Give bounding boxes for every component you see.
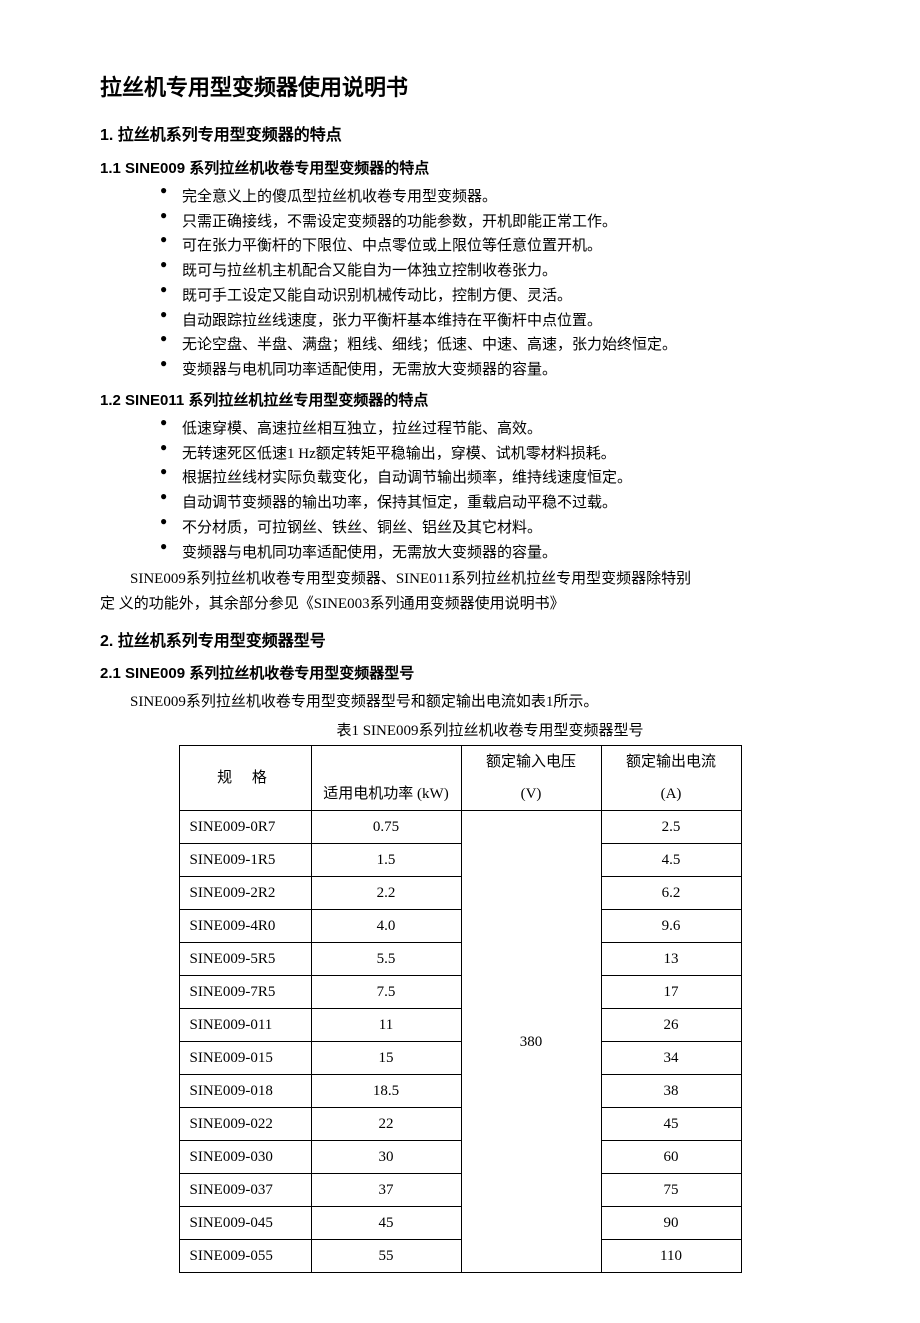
cell-spec: SINE009-7R5 (179, 976, 311, 1009)
list-item: 变频器与电机同功率适配使用，无需放大变频器的容量。 (160, 358, 820, 383)
table-caption: 表1 SINE009系列拉丝机收卷专用型变频器型号 (100, 719, 820, 743)
section-2-1-heading: 2.1 SINE009 系列拉丝机收卷专用型变频器型号 (100, 662, 820, 686)
cell-power: 2.2 (311, 877, 461, 910)
section-1-1-list: 完全意义上的傻瓜型拉丝机收卷专用型变频器。 只需正确接线，不需设定变频器的功能参… (100, 185, 820, 383)
list-item: 可在张力平衡杆的下限位、中点零位或上限位等任意位置开机。 (160, 234, 820, 259)
spec-table: 规 格 适用电机功率 (kW) 额定输入电压 额定输出电流 (V) (A) SI… (179, 745, 742, 1273)
cell-spec: SINE009-011 (179, 1009, 311, 1042)
table-row: SINE009-0R70.753802.5 (179, 811, 741, 844)
cell-power: 1.5 (311, 844, 461, 877)
list-item: 只需正确接线，不需设定变频器的功能参数，开机即能正常工作。 (160, 210, 820, 235)
cell-voltage: 380 (461, 811, 601, 1273)
cell-current: 9.6 (601, 910, 741, 943)
cell-spec: SINE009-015 (179, 1042, 311, 1075)
cell-current: 6.2 (601, 877, 741, 910)
cell-spec: SINE009-0R7 (179, 811, 311, 844)
cell-current: 38 (601, 1075, 741, 1108)
cell-current: 60 (601, 1141, 741, 1174)
table-header-power: 适用电机功率 (kW) (311, 746, 461, 811)
table-header-voltage-l2: (V) (461, 778, 601, 811)
cell-spec: SINE009-4R0 (179, 910, 311, 943)
table-row: SINE009-5R55.5 13 (179, 943, 741, 976)
cell-current: 2.5 (601, 811, 741, 844)
section-2-heading: 2. 拉丝机系列专用型变频器型号 (100, 629, 820, 655)
table-row: SINE009-01515 34 (179, 1042, 741, 1075)
cell-power: 5.5 (311, 943, 461, 976)
cell-power: 11 (311, 1009, 461, 1042)
cell-power: 15 (311, 1042, 461, 1075)
list-item: 自动跟踪拉丝线速度，张力平衡杆基本维持在平衡杆中点位置。 (160, 309, 820, 334)
table-row: SINE009-01818.5 38 (179, 1075, 741, 1108)
cell-spec: SINE009-5R5 (179, 943, 311, 976)
section-1-2-heading: 1.2 SINE011 系列拉丝机拉丝专用型变频器的特点 (100, 389, 820, 413)
section-1-2-note-line2: 定 义的功能外，其余部分参见《SINE003系列通用变频器使用说明书》 (100, 592, 820, 617)
cell-current: 75 (601, 1174, 741, 1207)
list-item: 根据拉丝线材实际负载变化，自动调节输出频率，维持线速度恒定。 (160, 466, 820, 491)
table-row: SINE009-03030 60 (179, 1141, 741, 1174)
cell-current: 110 (601, 1240, 741, 1273)
cell-current: 4.5 (601, 844, 741, 877)
list-item: 低速穿模、高速拉丝相互独立，拉丝过程节能、高效。 (160, 417, 820, 442)
table-header-voltage-l1: 额定输入电压 (461, 746, 601, 779)
cell-power: 7.5 (311, 976, 461, 1009)
table-row: SINE009-7R57.5 17 (179, 976, 741, 1009)
list-item: 既可与拉丝机主机配合又能自为一体独立控制收卷张力。 (160, 259, 820, 284)
list-item: 既可手工设定又能自动识别机械传动比，控制方便、灵活。 (160, 284, 820, 309)
cell-power: 55 (311, 1240, 461, 1273)
section-2-1-intro: SINE009系列拉丝机收卷专用型变频器型号和额定输出电流如表1所示。 (100, 690, 820, 715)
list-item: 完全意义上的傻瓜型拉丝机收卷专用型变频器。 (160, 185, 820, 210)
section-1-1-heading: 1.1 SINE009 系列拉丝机收卷专用型变频器的特点 (100, 157, 820, 181)
table-header-current-l2: (A) (601, 778, 741, 811)
section-1-2-note-line1: SINE009系列拉丝机收卷专用型变频器、SINE011系列拉丝机拉丝专用型变频… (100, 567, 820, 592)
cell-current: 13 (601, 943, 741, 976)
cell-power: 4.0 (311, 910, 461, 943)
cell-spec: SINE009-2R2 (179, 877, 311, 910)
table-row: SINE009-04545 90 (179, 1207, 741, 1240)
table-row: SINE009-4R04.0 9.6 (179, 910, 741, 943)
list-item: 无论空盘、半盘、满盘；粗线、细线；低速、中速、高速，张力始终恒定。 (160, 333, 820, 358)
cell-spec: SINE009-030 (179, 1141, 311, 1174)
cell-power: 37 (311, 1174, 461, 1207)
table-row: SINE009-05555 110 (179, 1240, 741, 1273)
cell-current: 17 (601, 976, 741, 1009)
cell-spec: SINE009-1R5 (179, 844, 311, 877)
list-item: 变频器与电机同功率适配使用，无需放大变频器的容量。 (160, 541, 820, 566)
table-row: SINE009-03737 75 (179, 1174, 741, 1207)
cell-current: 90 (601, 1207, 741, 1240)
cell-spec: SINE009-022 (179, 1108, 311, 1141)
cell-power: 18.5 (311, 1075, 461, 1108)
cell-spec: SINE009-018 (179, 1075, 311, 1108)
list-item: 不分材质，可拉钢丝、铁丝、铜丝、铝丝及其它材料。 (160, 516, 820, 541)
cell-power: 0.75 (311, 811, 461, 844)
table-row: SINE009-2R22.2 6.2 (179, 877, 741, 910)
section-1-heading: 1. 拉丝机系列专用型变频器的特点 (100, 123, 820, 149)
table-header-spec: 规 格 (179, 746, 311, 811)
table-row: SINE009-02222 45 (179, 1108, 741, 1141)
table-row: SINE009-01111 26 (179, 1009, 741, 1042)
table-header-current-l1: 额定输出电流 (601, 746, 741, 779)
document-title: 拉丝机专用型变频器使用说明书 (100, 70, 820, 105)
table-body: SINE009-0R70.753802.5SINE009-1R51.54.5SI… (179, 811, 741, 1273)
cell-power: 22 (311, 1108, 461, 1141)
section-1-2-list: 低速穿模、高速拉丝相互独立，拉丝过程节能、高效。 无转速死区低速1 Hz额定转矩… (100, 417, 820, 566)
cell-current: 45 (601, 1108, 741, 1141)
cell-current: 26 (601, 1009, 741, 1042)
list-item: 自动调节变频器的输出功率，保持其恒定，重载启动平稳不过载。 (160, 491, 820, 516)
table-row: SINE009-1R51.5 4.5 (179, 844, 741, 877)
list-item: 无转速死区低速1 Hz额定转矩平稳输出，穿模、试机零材料损耗。 (160, 442, 820, 467)
cell-spec: SINE009-037 (179, 1174, 311, 1207)
cell-power: 45 (311, 1207, 461, 1240)
cell-spec: SINE009-045 (179, 1207, 311, 1240)
cell-spec: SINE009-055 (179, 1240, 311, 1273)
cell-current: 34 (601, 1042, 741, 1075)
cell-power: 30 (311, 1141, 461, 1174)
